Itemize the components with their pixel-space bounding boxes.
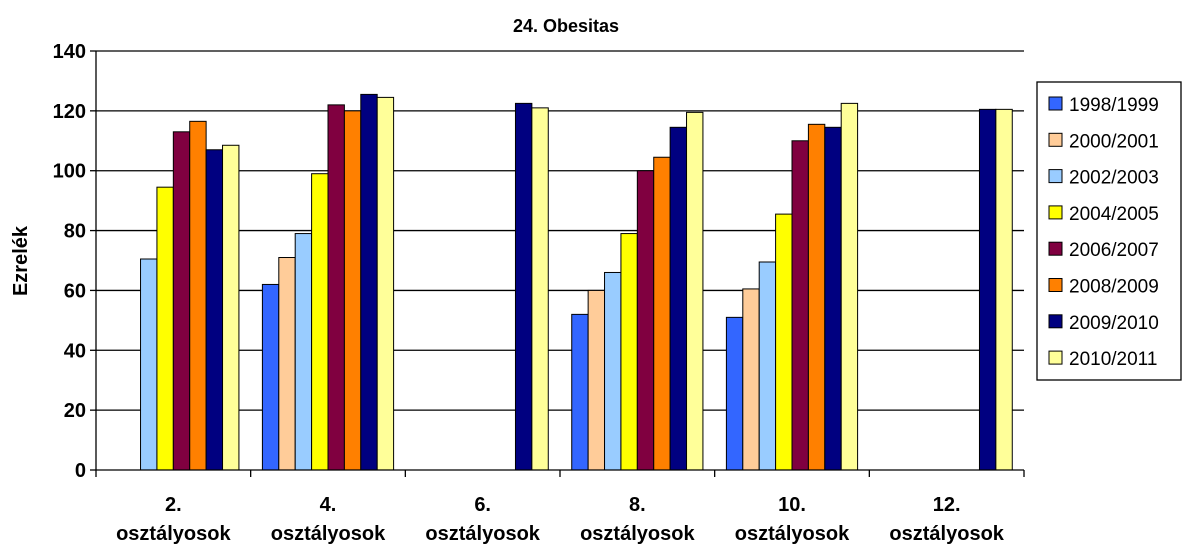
legend-swatch — [1048, 132, 1063, 147]
bar — [205, 149, 224, 471]
bar — [604, 271, 622, 471]
bar — [669, 126, 688, 471]
bar — [156, 186, 174, 471]
bar — [140, 258, 158, 471]
bar — [222, 144, 240, 471]
grid-lines — [96, 50, 1024, 411]
legend-swatch — [1048, 205, 1063, 220]
legend-swatch — [1048, 278, 1063, 292]
bar — [327, 104, 345, 471]
legend-label: 2008/2009 — [1069, 277, 1159, 298]
y-tick-label: 120 — [53, 101, 86, 123]
bar — [791, 140, 809, 471]
y-tick-label: 100 — [53, 161, 86, 183]
bar — [824, 126, 842, 471]
bar — [571, 313, 589, 471]
y-tick-label: 60 — [64, 280, 86, 302]
legend: 1998/1999 2000/2001 2002/2003 2004/2005 2006… — [1036, 81, 1182, 381]
bar — [725, 316, 744, 471]
bar — [840, 102, 859, 471]
bar — [758, 261, 777, 471]
bar — [343, 110, 362, 471]
chart-title: 24. Obesitas — [513, 16, 619, 36]
legend-label: 2010/2011 — [1069, 349, 1157, 370]
bar — [172, 131, 191, 471]
legend-label: 2006/2007 — [1069, 240, 1159, 261]
y-tick-label: 0 — [75, 460, 86, 482]
bar — [189, 120, 207, 471]
bar — [514, 102, 533, 471]
y-tick-label: 140 — [53, 41, 86, 63]
legend-swatch — [1048, 350, 1063, 365]
legend-label: 2002/2003 — [1069, 168, 1159, 189]
bar — [587, 289, 606, 471]
bar — [620, 233, 638, 471]
bar — [261, 283, 280, 471]
x-tick-label: 10. osztályosok — [735, 494, 850, 545]
bar — [807, 123, 826, 471]
x-tick-label: 8. osztályosok — [580, 494, 695, 545]
bars — [140, 93, 1013, 471]
x-tick-label: 6. osztályosok — [425, 494, 540, 545]
bar — [360, 93, 378, 471]
legend-label: 2009/2010 — [1069, 313, 1159, 334]
legend-swatch — [1048, 96, 1063, 111]
legend-label: 2004/2005 — [1069, 204, 1159, 225]
x-tick-label: 2. osztályosok — [116, 494, 231, 545]
x-tick-label: 4. osztályosok — [271, 494, 386, 545]
bar — [978, 108, 997, 471]
y-axis-label: Ezrelék — [10, 225, 32, 296]
bar — [278, 257, 296, 471]
bar — [653, 156, 671, 471]
legend-label: 1998/1999 — [1069, 95, 1159, 116]
bar — [294, 233, 313, 471]
bar — [311, 173, 329, 471]
y-tick-label: 40 — [64, 340, 86, 362]
y-tick-labels: 0 20 40 60 80 100 120 140 — [53, 41, 86, 482]
bar — [636, 170, 655, 471]
legend-box — [1036, 81, 1182, 381]
bar — [775, 213, 793, 471]
legend-swatch — [1048, 241, 1063, 256]
axes — [90, 50, 1025, 477]
bar — [742, 288, 760, 471]
legend-swatch — [1048, 169, 1063, 184]
y-tick-label: 80 — [64, 221, 86, 243]
x-tick-labels: 2. osztályosok 4. osztályosok 6. osztályosok 8… — [116, 494, 1005, 545]
bar — [376, 96, 395, 471]
legend-swatch — [1048, 314, 1063, 329]
y-tick-label: 20 — [64, 400, 86, 422]
bar — [531, 107, 549, 471]
bar — [995, 108, 1013, 471]
x-tick-label: 12. osztályosok — [889, 494, 1004, 545]
bar — [686, 111, 704, 471]
legend-label: 2000/2001 — [1069, 131, 1159, 152]
